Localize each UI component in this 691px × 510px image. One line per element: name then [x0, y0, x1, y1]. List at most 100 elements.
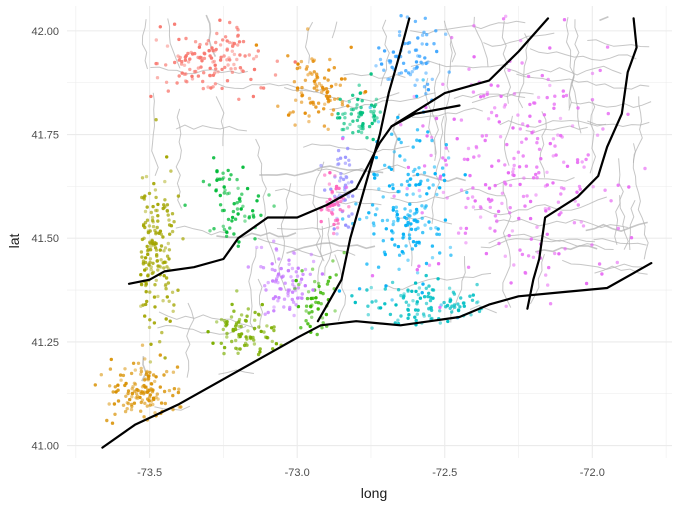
data-point — [493, 183, 497, 188]
data-point — [162, 389, 167, 394]
data-point — [407, 303, 411, 307]
data-point — [181, 237, 185, 241]
data-point — [155, 253, 159, 257]
data-point — [336, 221, 340, 226]
data-point — [109, 357, 114, 362]
highway — [101, 262, 653, 449]
data-point — [242, 343, 247, 348]
data-point — [503, 103, 507, 107]
data-point — [231, 327, 235, 332]
data-point — [261, 86, 266, 90]
data-point — [201, 86, 205, 91]
data-point — [328, 57, 332, 62]
data-point — [150, 271, 154, 276]
data-point — [533, 101, 537, 105]
data-point — [420, 204, 424, 208]
data-point — [153, 411, 157, 415]
data-point — [511, 170, 515, 174]
data-point — [211, 341, 215, 345]
data-point — [328, 197, 332, 202]
data-point — [328, 171, 332, 175]
data-point — [333, 97, 337, 101]
data-point — [413, 167, 417, 172]
data-point — [626, 112, 630, 117]
data-point — [415, 312, 419, 316]
data-point — [438, 251, 442, 255]
data-point — [508, 206, 512, 210]
data-point — [139, 273, 143, 277]
data-point — [394, 303, 398, 307]
data-point — [360, 99, 364, 103]
road — [167, 18, 181, 69]
data-point — [290, 266, 295, 271]
data-point — [211, 73, 216, 78]
data-point — [339, 199, 343, 203]
data-point — [396, 318, 400, 322]
highway — [316, 17, 411, 323]
data-point — [300, 296, 304, 300]
data-point — [154, 278, 158, 282]
data-point — [429, 226, 433, 231]
data-point — [176, 288, 180, 292]
data-point — [238, 53, 242, 57]
data-point — [372, 232, 376, 236]
data-point — [307, 96, 312, 101]
data-point — [331, 108, 336, 112]
data-point — [403, 158, 407, 162]
data-point — [443, 304, 448, 309]
data-point — [311, 296, 315, 300]
data-point — [273, 268, 277, 273]
data-point — [123, 367, 127, 371]
road — [425, 77, 437, 161]
data-point — [162, 274, 166, 278]
data-point — [427, 186, 431, 190]
data-point — [408, 209, 413, 213]
data-point — [309, 305, 313, 309]
data-point — [338, 156, 343, 160]
data-point — [435, 232, 439, 236]
data-point — [279, 287, 283, 291]
data-point — [163, 179, 167, 184]
data-point — [252, 326, 257, 331]
data-point — [463, 173, 467, 177]
data-point — [332, 222, 336, 227]
data-point — [349, 45, 353, 49]
data-point — [297, 282, 301, 287]
data-point — [423, 16, 427, 20]
data-point — [421, 78, 425, 82]
data-point — [455, 137, 459, 141]
highway — [390, 17, 550, 128]
data-point — [307, 311, 311, 315]
data-point — [474, 146, 479, 150]
data-point — [300, 269, 304, 273]
data-point — [142, 222, 146, 227]
data-point — [545, 232, 549, 236]
data-point — [311, 288, 315, 292]
data-point — [438, 305, 442, 310]
data-point — [148, 318, 152, 322]
data-point — [425, 192, 429, 196]
data-point — [405, 179, 410, 183]
data-point — [183, 58, 188, 62]
data-point — [306, 27, 310, 31]
data-point — [525, 194, 529, 198]
data-point — [200, 59, 204, 63]
data-point — [149, 381, 153, 386]
data-point — [382, 68, 386, 72]
data-point — [356, 129, 361, 134]
data-point — [493, 229, 497, 233]
data-point — [506, 171, 511, 175]
data-point — [444, 305, 448, 309]
data-point — [423, 56, 427, 60]
data-point — [111, 390, 115, 394]
data-point — [294, 278, 298, 283]
data-point — [357, 124, 361, 129]
data-point — [442, 173, 446, 177]
data-point — [279, 266, 283, 271]
data-point — [528, 199, 533, 204]
data-point — [536, 95, 541, 100]
data-point — [472, 155, 476, 159]
data-point — [156, 214, 160, 218]
data-point — [508, 183, 513, 188]
data-point — [316, 110, 321, 114]
